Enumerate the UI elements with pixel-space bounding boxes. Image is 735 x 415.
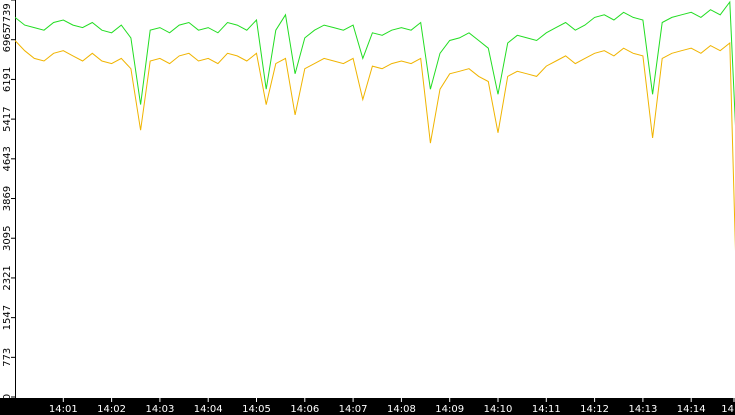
x-tick-label: 14:03 bbox=[145, 404, 174, 415]
x-tick-label: 14:05 bbox=[242, 404, 271, 415]
y-tick-label: 5417 bbox=[2, 106, 13, 131]
y-tick-label: 6965 bbox=[2, 27, 13, 52]
x-tick-label: 14:08 bbox=[387, 404, 416, 415]
y-tick-label: 773 bbox=[2, 348, 13, 367]
y-tick-label: 2321 bbox=[2, 265, 13, 290]
x-tick-label: 14:07 bbox=[339, 404, 368, 415]
x-tick-label: 14:13 bbox=[628, 404, 657, 415]
x-tick-label: 14:02 bbox=[97, 404, 126, 415]
series-line bbox=[15, 40, 735, 252]
y-tick-label: 6191 bbox=[2, 67, 13, 92]
x-tick-label: 14:04 bbox=[194, 404, 223, 415]
y-tick-label: 1547 bbox=[2, 305, 13, 330]
x-tick-label: 14 bbox=[721, 404, 734, 415]
x-tick-label: 14:06 bbox=[290, 404, 319, 415]
y-tick-label: 3869 bbox=[2, 186, 13, 211]
y-tick-label: 4643 bbox=[2, 146, 13, 171]
y-tick-label: 7739 bbox=[2, 3, 13, 28]
y-tick-label: 0 bbox=[2, 394, 13, 400]
x-tick-label: 14:10 bbox=[484, 404, 513, 415]
y-tick-label: 3095 bbox=[2, 226, 13, 251]
x-axis-band bbox=[0, 398, 735, 415]
series-line bbox=[15, 0, 735, 126]
x-tick-label: 14:12 bbox=[580, 404, 609, 415]
x-tick-label: 14:09 bbox=[435, 404, 464, 415]
plot-area bbox=[15, 0, 735, 252]
x-tick-label: 14:01 bbox=[49, 404, 78, 415]
x-tick-label: 14:11 bbox=[532, 404, 561, 415]
x-tick-label: 14:14 bbox=[677, 404, 706, 415]
